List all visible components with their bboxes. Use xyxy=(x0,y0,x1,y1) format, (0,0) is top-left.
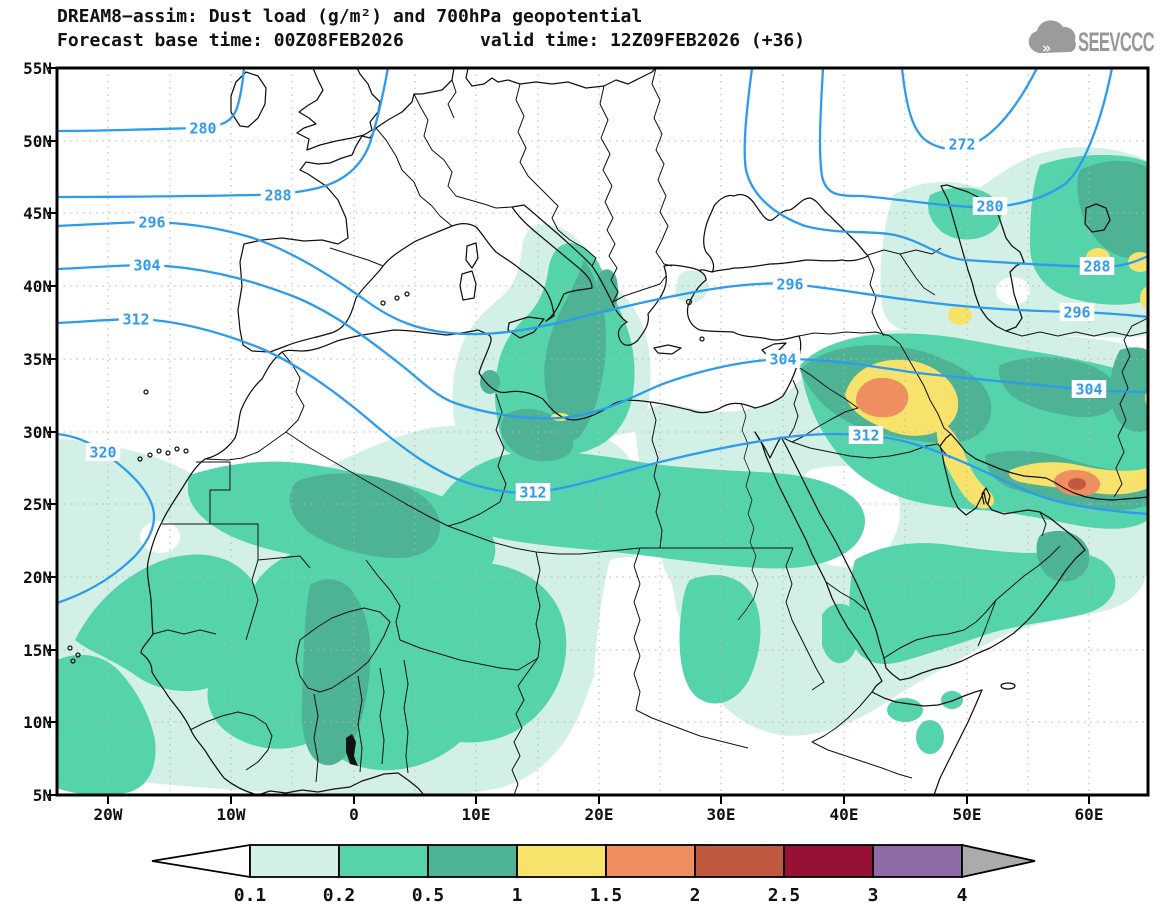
colorbar-label: 2.5 xyxy=(768,885,801,906)
latitude-axis: 55N 50N 45N 40N 35N 30N 25N 20N 15N 10N … xyxy=(23,59,52,805)
colorbar-label: 0.2 xyxy=(323,885,356,906)
seevccc-logo: » SEEVCCC xyxy=(1028,20,1155,57)
colorbar-seg xyxy=(605,844,696,878)
geopotential-contour-label: 304 xyxy=(133,257,160,275)
geopotential-contour-label: 296 xyxy=(1063,304,1090,322)
lat-tick-label: 25N xyxy=(23,495,52,514)
figure-title: DREAM8−assim: Dust load (g/m²) and 700hP… xyxy=(57,6,642,27)
lat-tick-label: 55N xyxy=(23,59,52,78)
colorbar-label: 0.5 xyxy=(412,885,445,906)
colorbar-label: 4 xyxy=(957,885,968,906)
geopotential-contours xyxy=(57,68,1148,605)
dust-load-field xyxy=(57,147,1148,795)
geopotential-contour-label: 288 xyxy=(1083,258,1110,276)
geopotential-contour-label: 312 xyxy=(852,427,879,445)
colorbar-label: 1.5 xyxy=(590,885,623,906)
lat-tick-label: 30N xyxy=(23,423,52,442)
nile-river xyxy=(737,402,759,621)
colorbar: 0.1 0.2 0.5 1 1.5 2 2.5 3 4 xyxy=(151,843,1036,906)
colorbar-seg xyxy=(516,844,607,878)
lat-tick-label: 10N xyxy=(23,713,52,732)
lat-tick-label: 40N xyxy=(23,277,52,296)
lat-tick-label: 20N xyxy=(23,568,52,587)
geopotential-contour-label: 272 xyxy=(948,136,975,154)
lon-tick-label: 0 xyxy=(349,805,359,824)
colorbar-seg xyxy=(872,844,963,878)
lon-tick-label: 10W xyxy=(217,805,246,824)
axis-ticks xyxy=(48,67,1090,804)
colorbar-label: 2 xyxy=(690,885,701,906)
colorbar-seg xyxy=(427,844,518,878)
geopotential-contour-label: 288 xyxy=(264,187,291,205)
cloud-icon xyxy=(1028,20,1076,54)
colorbar-low-arrow xyxy=(151,843,251,879)
logo-text: SEEVCCC xyxy=(1078,27,1154,57)
lon-tick-label: 50E xyxy=(953,805,982,824)
geopotential-contour-label: 280 xyxy=(976,198,1003,216)
contour-labels: 280 288 296 304 312 320 272 280 288 296 296 304 304 3… xyxy=(85,119,1115,502)
geopotential-contour-label: 304 xyxy=(1075,381,1102,399)
colorbar-seg xyxy=(783,844,874,878)
lon-tick-label: 60E xyxy=(1075,805,1104,824)
valid-time-label: valid time: 12Z09FEB2026 (+36) xyxy=(480,30,805,51)
cloud-arrows-icon: » xyxy=(1042,39,1051,57)
lat-tick-label: 45N xyxy=(23,204,52,223)
colorbar-seg xyxy=(338,844,429,878)
geopotential-contour-label: 304 xyxy=(769,351,796,369)
geopotential-contour-label: 296 xyxy=(138,214,165,232)
lat-tick-label: 50N xyxy=(23,132,52,151)
lon-tick-label: 40E xyxy=(830,805,859,824)
colorbar-seg xyxy=(694,844,785,878)
lon-tick-label: 20E xyxy=(585,805,614,824)
geopotential-contour-label: 312 xyxy=(122,311,149,329)
lat-tick-label: 5N xyxy=(33,786,52,805)
colorbar-high-arrow xyxy=(961,843,1036,879)
base-time-label: Forecast base time: 00Z08FEB2026 xyxy=(57,30,404,51)
geopotential-contour-label: 296 xyxy=(776,276,803,294)
lon-tick-label: 10E xyxy=(462,805,491,824)
geopotential-contour-label: 320 xyxy=(89,444,116,462)
lat-tick-label: 15N xyxy=(23,641,52,660)
colorbar-seg xyxy=(249,844,340,878)
colorbar-label: 1 xyxy=(512,885,523,906)
geopotential-contour-label: 312 xyxy=(519,484,546,502)
lon-tick-label: 30E xyxy=(707,805,736,824)
country-borders xyxy=(152,68,1148,795)
colorbar-label: 3 xyxy=(868,885,879,906)
geopotential-contour-label: 280 xyxy=(189,120,216,138)
lake-volta xyxy=(346,734,358,766)
lat-tick-label: 35N xyxy=(23,350,52,369)
longitude-axis: 20W 10W 0 10E 20E 30E 40E 50E 60E xyxy=(94,805,1104,824)
colorbar-label: 0.1 xyxy=(234,885,267,906)
coastlines xyxy=(67,68,1148,795)
lon-tick-label: 20W xyxy=(94,805,123,824)
